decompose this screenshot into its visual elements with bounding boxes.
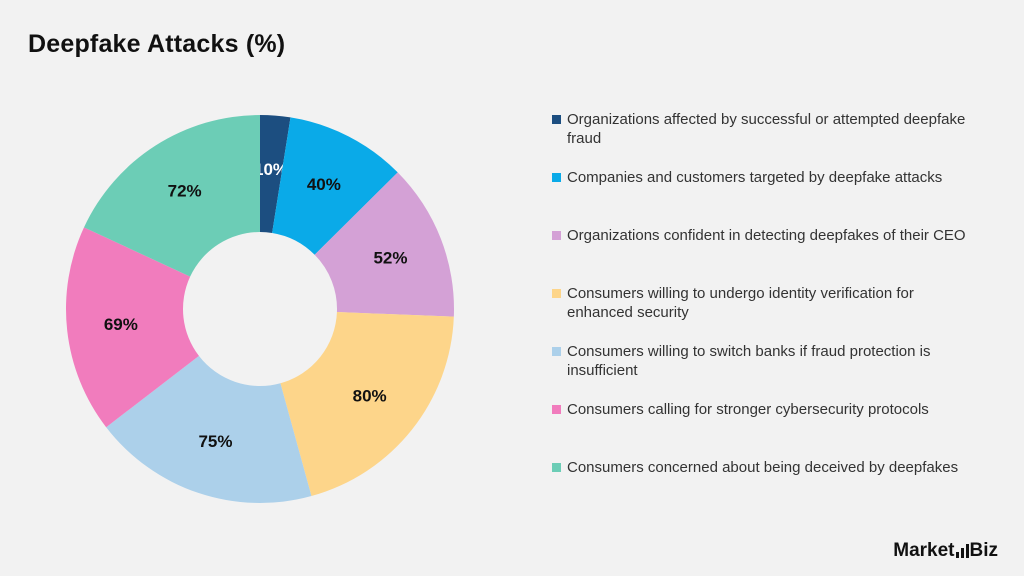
donut-slice: [260, 115, 291, 233]
slice-value-label: 72%: [168, 182, 202, 201]
legend-label: Organizations confident in detecting dee…: [567, 227, 966, 244]
slice-value-label: 40%: [307, 175, 341, 194]
slice-value-label: 80%: [353, 387, 387, 406]
legend-item: Organizations confident in detecting dee…: [552, 226, 982, 245]
slice-value-label: 75%: [198, 432, 232, 451]
legend-label: Consumers willing to undergo identity ve…: [567, 285, 914, 321]
legend-swatch: [552, 405, 561, 414]
slice-value-label: 52%: [373, 249, 407, 268]
legend-label: Organizations affected by successful or …: [567, 111, 966, 147]
legend-swatch: [552, 231, 561, 240]
donut-slice: [314, 172, 454, 317]
legend-item: Organizations affected by successful or …: [552, 110, 982, 148]
donut-slice: [106, 355, 312, 503]
legend-swatch: [552, 463, 561, 472]
donut-slice: [272, 117, 398, 255]
chart-title: Deepfake Attacks (%): [28, 30, 286, 58]
donut-slice: [280, 312, 454, 497]
legend-swatch: [552, 289, 561, 298]
slice-value-label: 69%: [104, 315, 138, 334]
legend-item: Consumers willing to switch banks if fra…: [552, 342, 982, 380]
legend-label: Companies and customers targeted by deep…: [567, 169, 943, 186]
donut-slice: [83, 114, 260, 277]
brand-bars-icon: [955, 544, 969, 558]
legend-item: Companies and customers targeted by deep…: [552, 168, 982, 187]
brand-logo: Market Biz: [893, 540, 998, 562]
legend-label: Consumers calling for stronger cybersecu…: [567, 401, 929, 418]
legend-label: Consumers concerned about being deceived…: [567, 459, 959, 476]
legend-item: Consumers calling for stronger cybersecu…: [552, 400, 982, 419]
legend-item: Consumers willing to undergo identity ve…: [552, 284, 982, 322]
legend-item: Consumers concerned about being deceived…: [552, 458, 982, 477]
brand-text-left: Market: [893, 540, 955, 561]
legend-swatch: [552, 173, 561, 182]
legend-label: Consumers willing to switch banks if fra…: [567, 343, 931, 379]
donut-slice: [66, 227, 199, 428]
legend-swatch: [552, 115, 561, 124]
brand-text-right: Biz: [969, 540, 999, 561]
slice-value-label: 10%: [254, 160, 288, 179]
legend-swatch: [552, 347, 561, 356]
